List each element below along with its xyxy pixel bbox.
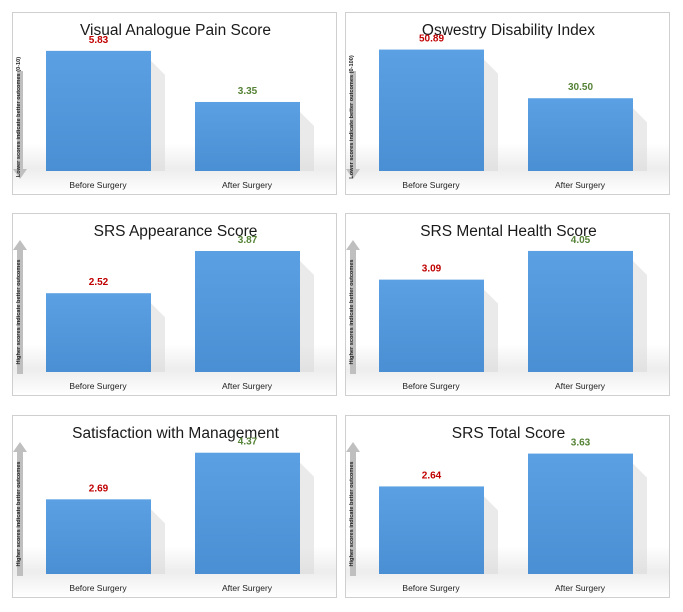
y-axis-label: Higher scores indicate better outcomes (349, 461, 355, 566)
y-axis-label: Lower scores indicate better outcomes (0… (16, 57, 22, 177)
bar-shadow (484, 496, 498, 574)
category-label: After Surgery (222, 381, 273, 391)
data-label: 4.37 (238, 437, 258, 448)
data-label: 2.52 (89, 277, 109, 288)
bar-shadow (300, 462, 314, 574)
y-axis-label: Higher scores indicate better outcomes (16, 259, 22, 364)
bar-shadow (484, 59, 498, 171)
down-arrow-icon (346, 169, 360, 179)
data-label: 3.87 (238, 235, 258, 246)
bar-shadow (151, 509, 165, 574)
bar-chart: Satisfaction with Management Higher score… (13, 425, 314, 593)
bar-chart: SRS Appearance Score Higher scores indica… (13, 223, 314, 391)
data-label: 3.35 (238, 86, 258, 97)
down-arrow-icon (13, 169, 27, 179)
category-label: After Surgery (555, 180, 606, 190)
arrow-shaft (17, 452, 23, 576)
data-label: 2.64 (422, 470, 442, 481)
category-label: Before Surgery (69, 180, 127, 190)
bar-before-surgery (46, 293, 151, 372)
bar-after-surgery (195, 251, 300, 372)
data-label: 30.50 (568, 82, 593, 93)
data-label: 50.89 (419, 34, 444, 45)
bar-shadow (151, 60, 165, 171)
bar-shadow (633, 108, 647, 171)
data-label: 2.69 (89, 483, 109, 494)
category-label: After Surgery (222, 583, 273, 593)
up-arrow-icon (346, 442, 360, 452)
arrow-shaft (17, 250, 23, 374)
data-label: 4.05 (571, 235, 591, 246)
chart-panel: SRS Appearance Score Higher scores indica… (12, 213, 337, 396)
bar-chart: SRS Mental Health Score Higher scores ind… (346, 223, 647, 391)
chart-title: SRS Mental Health Score (420, 223, 597, 240)
bar-shadow (300, 111, 314, 171)
category-label: Before Surgery (69, 381, 127, 391)
chart-title: Visual Analogue Pain Score (80, 22, 271, 39)
bar-after-surgery (528, 98, 633, 171)
bar-before-surgery (379, 279, 484, 372)
chart-panel: Visual Analogue Pain Score Lower scores i… (12, 12, 337, 195)
category-label: After Surgery (222, 180, 273, 190)
y-axis-label: Lower scores indicate better outcomes (0… (349, 55, 355, 179)
bar-shadow (484, 289, 498, 372)
bar-chart: Visual Analogue Pain Score Lower scores i… (13, 22, 314, 190)
chart-panel: SRS Mental Health Score Higher scores ind… (345, 213, 670, 396)
bar-after-surgery (528, 453, 633, 574)
category-label: After Surgery (555, 381, 606, 391)
chart-title: SRS Total Score (452, 425, 565, 442)
category-label: Before Surgery (402, 381, 460, 391)
chart-title: Satisfaction with Management (72, 425, 279, 442)
bar-shadow (633, 463, 647, 574)
chart-panel: SRS Total Score Higher scores indicate be… (345, 415, 670, 598)
bar-shadow (300, 261, 314, 372)
category-label: Before Surgery (69, 583, 127, 593)
chart-title: SRS Appearance Score (94, 223, 258, 240)
data-label: 3.63 (571, 438, 591, 449)
bar-before-surgery (379, 49, 484, 171)
bar-after-surgery (528, 250, 633, 372)
chart-panel: Oswestry Disability Index Lower scores in… (345, 12, 670, 195)
data-label: 3.09 (422, 264, 442, 275)
y-axis-label: Higher scores indicate better outcomes (349, 259, 355, 364)
up-arrow-icon (346, 240, 360, 250)
bar-chart: SRS Total Score Higher scores indicate be… (346, 425, 647, 593)
category-label: Before Surgery (402, 583, 460, 593)
arrow-shaft (350, 71, 356, 169)
arrow-shaft (17, 71, 23, 169)
bar-shadow (633, 260, 647, 372)
arrow-shaft (350, 250, 356, 374)
up-arrow-icon (13, 442, 27, 452)
bar-before-surgery (46, 50, 151, 171)
chart-panel: Satisfaction with Management Higher score… (12, 415, 337, 598)
bar-chart: Oswestry Disability Index Lower scores in… (346, 22, 647, 190)
arrow-shaft (350, 452, 356, 576)
up-arrow-icon (13, 240, 27, 250)
bar-after-surgery (195, 452, 300, 574)
bar-shadow (151, 303, 165, 372)
data-label: 5.83 (89, 35, 109, 46)
bar-before-surgery (46, 499, 151, 574)
y-axis-label: Higher scores indicate better outcomes (16, 461, 22, 566)
category-label: After Surgery (555, 583, 606, 593)
chart-title: Oswestry Disability Index (422, 22, 595, 39)
bar-before-surgery (379, 486, 484, 574)
category-label: Before Surgery (402, 180, 460, 190)
bar-after-surgery (195, 101, 300, 171)
